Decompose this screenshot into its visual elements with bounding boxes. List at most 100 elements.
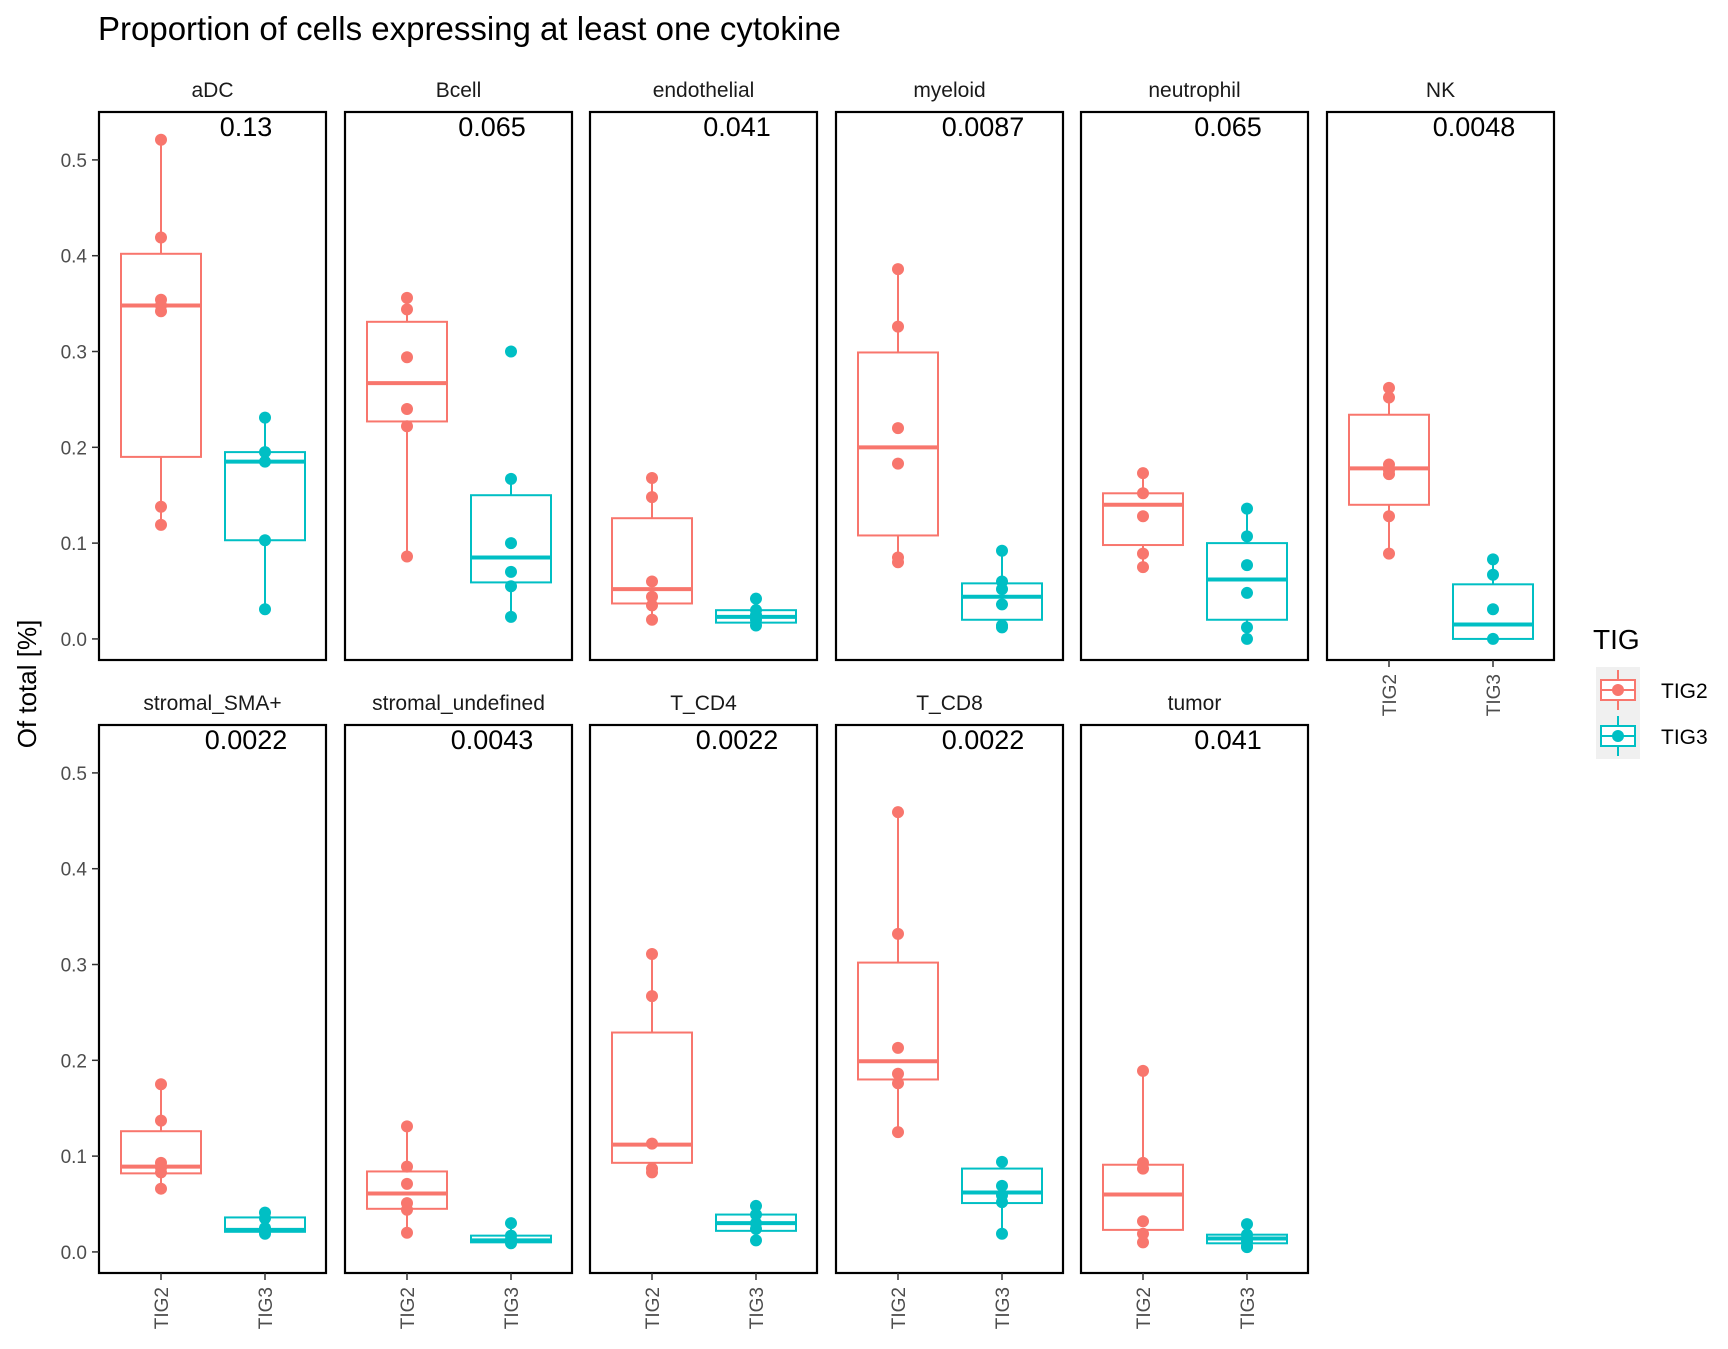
data-point <box>1137 1236 1149 1249</box>
data-point <box>401 303 413 316</box>
data-point <box>155 1166 167 1179</box>
panel-border <box>1325 110 1556 662</box>
p-value-label: 0.065 <box>458 112 526 142</box>
data-point <box>1137 547 1149 560</box>
data-point <box>892 457 904 470</box>
data-point <box>750 592 762 605</box>
panel-border <box>97 110 328 662</box>
panel-border <box>834 723 1065 1275</box>
data-point <box>155 1182 167 1195</box>
data-point <box>259 446 271 459</box>
p-value-label: 0.041 <box>1194 725 1262 755</box>
y-axis-title: Of total [%] <box>12 620 42 749</box>
p-value-label: 0.065 <box>1194 112 1262 142</box>
data-point <box>646 471 658 484</box>
panel-border <box>343 723 574 1275</box>
x-tick-label: TIG3 <box>1238 1287 1259 1329</box>
panel-border <box>588 110 819 662</box>
p-value-label: 0.0048 <box>1433 112 1516 142</box>
box-tig2 <box>1348 381 1430 560</box>
legend-item-tig3: TIG3 <box>1596 713 1708 759</box>
data-point <box>750 1222 762 1235</box>
data-point <box>1487 603 1499 616</box>
y-tick-label: 0.2 <box>61 438 87 459</box>
data-point <box>892 320 904 333</box>
data-point <box>892 422 904 435</box>
data-point <box>1137 1064 1149 1077</box>
data-point <box>155 305 167 318</box>
data-point <box>750 619 762 632</box>
legend-label: TIG3 <box>1661 726 1708 749</box>
data-point <box>646 990 658 1003</box>
data-point <box>996 598 1008 611</box>
box-tig2 <box>366 1120 448 1239</box>
data-point <box>401 402 413 415</box>
data-point <box>892 556 904 569</box>
panel-border <box>588 723 819 1275</box>
data-point <box>1241 502 1253 515</box>
legend-key-point <box>1612 730 1624 742</box>
data-point <box>1383 547 1395 560</box>
data-point <box>259 411 271 424</box>
box-tig2 <box>1102 467 1184 574</box>
data-point <box>892 927 904 940</box>
box-tig2 <box>857 806 939 1139</box>
box-tig3 <box>1452 553 1534 645</box>
facet-endothelial: endothelial 0.041 <box>588 79 819 662</box>
y-tick-label: 0.3 <box>61 343 87 364</box>
facet-label: endothelial <box>653 79 755 102</box>
x-tick-label: TIG2 <box>1134 1287 1155 1329</box>
p-value-label: 0.0022 <box>696 725 779 755</box>
y-tick-label: 0.0 <box>61 1243 87 1264</box>
p-value-label: 0.0043 <box>451 725 534 755</box>
data-point <box>646 491 658 504</box>
box-tig2 <box>120 1078 202 1195</box>
data-point <box>1137 561 1149 574</box>
data-point <box>996 1179 1008 1192</box>
data-point <box>1241 621 1253 634</box>
data-point <box>401 420 413 433</box>
facet-label: Bcell <box>436 79 482 102</box>
legend-label: TIG2 <box>1661 680 1708 703</box>
data-point <box>1383 468 1395 481</box>
facet-label: aDC <box>191 79 233 102</box>
box-tig3 <box>1206 502 1288 645</box>
data-point <box>646 947 658 960</box>
box-tig3 <box>715 592 797 632</box>
box-tig3 <box>470 345 552 623</box>
x-tick-label: TIG2 <box>643 1287 664 1329</box>
data-point <box>259 455 271 468</box>
data-point <box>646 613 658 626</box>
x-tick-label: TIG3 <box>256 1287 277 1329</box>
facet-label: myeloid <box>913 79 985 102</box>
data-point <box>1137 1162 1149 1175</box>
facet-stromal-undefined: stromal_undefined 0.0043 TIG2 TIG3 <box>343 692 574 1329</box>
box-tig2 <box>611 947 693 1179</box>
iqr-box <box>857 351 939 537</box>
facet-nk: NK 0.0048 TIG2 TIG3 <box>1325 79 1556 716</box>
x-tick-label: TIG3 <box>747 1287 768 1329</box>
data-point <box>505 610 517 623</box>
data-point <box>1137 467 1149 480</box>
data-point <box>259 603 271 616</box>
data-point <box>259 1227 271 1240</box>
data-point <box>1137 1227 1149 1240</box>
data-point <box>996 1227 1008 1240</box>
panel-border <box>97 723 328 1275</box>
data-point <box>750 1199 762 1212</box>
facet-label: T_CD8 <box>916 692 983 715</box>
box-tig2 <box>857 263 939 569</box>
facets-layer: aDC 0.13 0.0 0.1 0.2 0.3 0.4 0.5 Bcell 0.065 endot… <box>61 79 1556 1329</box>
data-point <box>892 1041 904 1054</box>
data-point <box>505 472 517 485</box>
data-point <box>646 575 658 588</box>
data-point <box>1241 1218 1253 1231</box>
p-value-label: 0.041 <box>703 112 771 142</box>
data-point <box>401 351 413 364</box>
data-point <box>892 1067 904 1080</box>
box-tig3 <box>961 544 1043 634</box>
data-point <box>996 1155 1008 1168</box>
facet-bcell: Bcell 0.065 <box>343 79 574 662</box>
x-tick-label: TIG2 <box>1380 674 1401 716</box>
